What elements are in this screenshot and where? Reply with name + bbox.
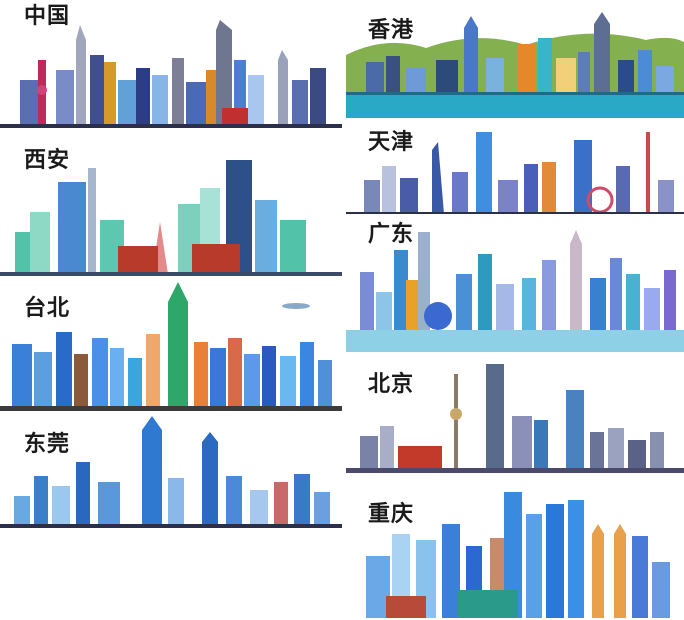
city-title-tianjin: 天津	[368, 130, 415, 155]
skyline-hongkong-illustration	[346, 0, 684, 118]
city-title-beijing: 北京	[368, 372, 415, 397]
skyline-beijing-illustration	[346, 360, 684, 478]
skyline-dongguan-illustration	[0, 416, 342, 532]
skyline-xian-illustration	[0, 140, 342, 280]
skyline-chongqing: 重庆	[346, 484, 684, 620]
skyline-dongguan: 东莞	[0, 416, 342, 532]
skyline-guangdong: 广东	[346, 214, 684, 352]
skyline-tianjin: 天津	[346, 122, 684, 218]
skyline-chongqing-illustration	[346, 484, 684, 620]
skyline-beijing: 北京	[346, 360, 684, 478]
city-title-chongqing: 重庆	[368, 502, 415, 527]
city-title-taipei: 台北	[24, 296, 71, 321]
skyline-china-illustration	[0, 0, 342, 132]
skyline-tianjin-illustration	[346, 122, 684, 218]
skyline-china: 中国	[0, 0, 342, 132]
skyline-hongkong: 香港	[346, 0, 684, 118]
skyline-taipei-illustration	[0, 282, 342, 414]
city-title-dongguan: 东莞	[24, 432, 71, 457]
skyline-taipei: 台北	[0, 282, 342, 414]
city-title-xian: 西安	[24, 148, 71, 173]
city-title-china: 中国	[24, 4, 71, 29]
city-title-hongkong: 香港	[368, 18, 415, 43]
skyline-guangdong-illustration	[346, 214, 684, 352]
city-title-guangdong: 广东	[368, 222, 415, 247]
skyline-xian: 西安	[0, 140, 342, 280]
